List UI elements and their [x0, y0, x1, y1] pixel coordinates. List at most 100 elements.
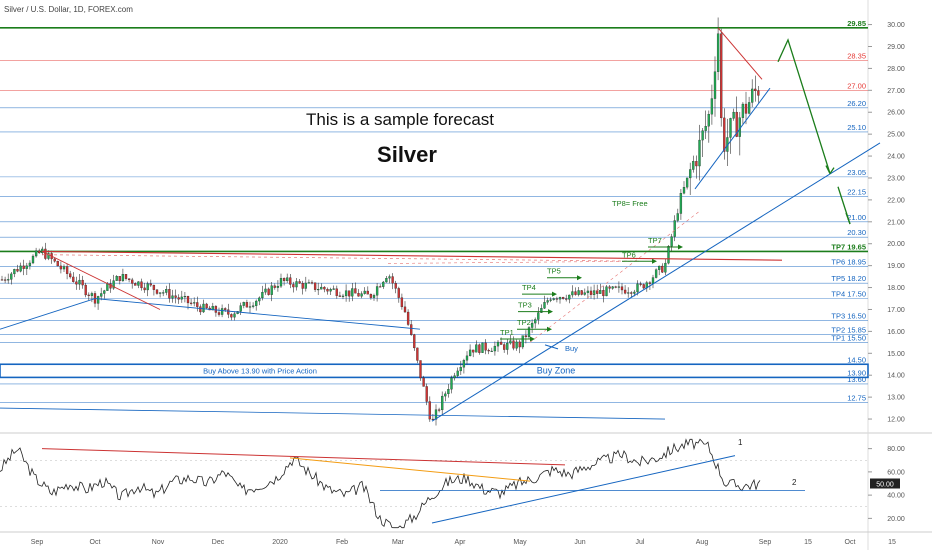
candle-body	[512, 340, 515, 349]
candle-body	[338, 295, 342, 297]
level-label: 13.60	[847, 375, 866, 384]
candle-body	[735, 111, 738, 137]
candle-body	[7, 279, 10, 281]
tp-label: TP3	[518, 301, 532, 310]
trendline-blue	[431, 142, 881, 422]
rsi-trendline-orange	[289, 457, 531, 482]
candle-body	[664, 262, 667, 273]
candle-body	[34, 250, 38, 257]
rsi-trendline-blue	[431, 455, 736, 524]
candle-body	[193, 302, 196, 304]
candle-body	[453, 375, 456, 379]
level-label: 14.50	[847, 355, 866, 364]
candle-body	[217, 312, 221, 315]
candle-body	[543, 302, 546, 309]
candle-body	[106, 283, 109, 291]
candle-body	[372, 295, 376, 298]
candle-body	[416, 347, 419, 361]
candle-body	[577, 290, 580, 295]
candle-body	[549, 299, 552, 301]
rsi-value-label: 50.00	[876, 482, 894, 489]
forecast-arrow	[829, 167, 835, 174]
candle-body	[580, 290, 583, 295]
candle-body	[561, 297, 565, 299]
candle-body	[568, 294, 571, 300]
candle-body	[292, 284, 295, 288]
candle-body	[65, 266, 69, 274]
candle-body	[317, 289, 320, 291]
candle-body	[744, 103, 748, 114]
candle-body	[605, 286, 608, 297]
tp-arrowhead	[678, 244, 683, 250]
candle-body	[19, 265, 22, 272]
candle-body	[171, 295, 174, 299]
candle-body	[155, 289, 159, 294]
y-tick-label: 29.00	[887, 44, 905, 51]
level-label: TP2 15.85	[831, 326, 866, 335]
candle-body	[654, 269, 658, 278]
candle-body	[310, 282, 314, 284]
candle-body	[239, 305, 242, 312]
candle-body	[425, 386, 428, 402]
candle-body	[617, 286, 621, 288]
candle-body	[382, 281, 385, 287]
x-tick-label: Mar	[392, 539, 405, 546]
candle-body	[468, 349, 472, 357]
candle-body	[676, 213, 679, 221]
candle-body	[707, 113, 710, 127]
candle-body	[716, 33, 720, 72]
candle-body	[177, 297, 180, 300]
y-tick-label: 17.00	[887, 307, 905, 314]
candle-body	[754, 88, 757, 92]
candle-body	[406, 311, 410, 325]
candle-body	[413, 334, 416, 349]
candle-body	[509, 340, 512, 344]
level-label: 13.90	[847, 368, 866, 377]
candle-body	[515, 341, 518, 349]
tp-arrowhead	[530, 336, 535, 342]
y-tick-label: 16.00	[887, 329, 905, 336]
candle-body	[332, 288, 335, 290]
candle-body	[180, 296, 183, 300]
tp-label: TP6	[622, 250, 636, 259]
x-tick-label: 15	[888, 539, 896, 546]
candle-body	[437, 409, 441, 411]
candle-body	[189, 302, 193, 304]
candle-body	[251, 305, 255, 307]
candle-body	[47, 253, 50, 259]
candle-body	[227, 309, 230, 315]
candle-body	[140, 281, 143, 289]
candle-body	[555, 298, 559, 300]
x-tick-label: Oct	[90, 539, 101, 546]
candle-body	[475, 344, 478, 353]
tp-arrowhead	[652, 258, 657, 264]
y-tick-label: 22.00	[887, 197, 905, 204]
symbol-title: Silver / U.S. Dollar, 1D, FOREX.com	[4, 5, 133, 14]
y-tick-label: 19.00	[887, 263, 905, 270]
candle-body	[124, 274, 128, 279]
candle-body	[673, 220, 676, 237]
candle-body	[614, 286, 617, 288]
y-tick-label: 23.00	[887, 175, 905, 182]
candle-body	[465, 355, 469, 361]
candle-body	[596, 290, 599, 294]
level-label: 22.15	[847, 188, 866, 197]
candle-body	[444, 393, 447, 397]
candle-body	[391, 276, 394, 284]
candle-body	[620, 286, 624, 291]
level-label: 26.20	[847, 99, 866, 108]
candle-body	[307, 282, 311, 284]
candle-body	[747, 102, 751, 114]
candle-body	[248, 306, 252, 308]
candle-body	[713, 71, 717, 99]
y-tick-label: 14.00	[887, 373, 905, 380]
candle-body	[481, 342, 484, 353]
tp-label: TP1	[500, 328, 514, 337]
candle-body	[242, 302, 245, 306]
candle-body	[499, 341, 503, 345]
candle-body	[245, 302, 249, 308]
x-tick-label: Feb	[336, 539, 348, 546]
candle-body	[326, 288, 329, 292]
candle-body	[583, 292, 586, 295]
